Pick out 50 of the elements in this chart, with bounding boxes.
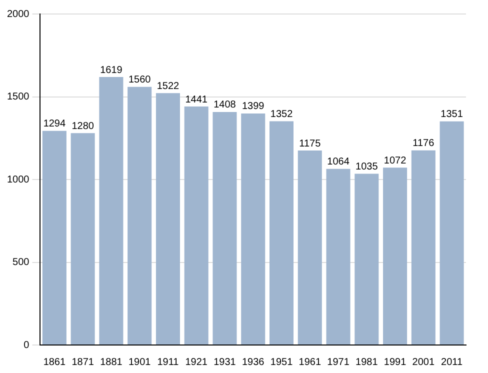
data-label: 1408 bbox=[214, 100, 236, 111]
data-label: 1352 bbox=[270, 108, 294, 120]
data-label: 1351 bbox=[440, 109, 464, 120]
bar bbox=[184, 106, 208, 344]
x-tick-label: 2001 bbox=[412, 356, 435, 368]
bar bbox=[440, 121, 464, 344]
y-tick-label: 1000 bbox=[6, 174, 30, 186]
bar bbox=[241, 113, 266, 344]
x-tick-label: 2011 bbox=[441, 356, 463, 368]
data-label: 1619 bbox=[100, 64, 123, 76]
x-tick-label: 1961 bbox=[298, 356, 322, 368]
x-tick-label: 1861 bbox=[43, 356, 66, 368]
data-label: 1441 bbox=[185, 94, 208, 106]
bar bbox=[326, 168, 350, 344]
data-label: 1280 bbox=[72, 120, 94, 132]
data-label: 1072 bbox=[384, 155, 407, 166]
y-tick-label: 1500 bbox=[6, 92, 30, 102]
bar bbox=[70, 133, 95, 344]
data-label: 1399 bbox=[242, 101, 265, 112]
y-tick-label: 0 bbox=[24, 340, 30, 351]
bar bbox=[411, 150, 436, 344]
x-tick-label: 1901 bbox=[128, 356, 152, 368]
bar bbox=[383, 168, 408, 344]
x-tick-label: 1936 bbox=[242, 356, 265, 368]
data-label: 1175 bbox=[299, 138, 322, 150]
x-tick-label: 1981 bbox=[356, 356, 378, 368]
data-label: 1176 bbox=[412, 138, 435, 150]
bar bbox=[354, 174, 379, 344]
bar bbox=[269, 121, 294, 344]
x-tick-label: 1971 bbox=[327, 356, 350, 368]
data-label: 1064 bbox=[327, 156, 350, 168]
x-tick-label: 1931 bbox=[214, 356, 236, 368]
bar bbox=[42, 130, 66, 344]
data-label: 1294 bbox=[43, 118, 66, 130]
bar bbox=[298, 150, 322, 344]
y-tick-label: 500 bbox=[12, 257, 30, 268]
x-tick-label: 1921 bbox=[185, 356, 208, 368]
x-tick-label: 1991 bbox=[384, 356, 407, 368]
data-label: 1522 bbox=[156, 80, 180, 92]
data-label: 1035 bbox=[356, 161, 378, 172]
bar bbox=[128, 86, 152, 344]
x-tick-label: 1871 bbox=[72, 356, 94, 368]
data-label: 1560 bbox=[128, 74, 152, 86]
x-tick-label: 1881 bbox=[100, 356, 123, 368]
y-tick-label: 2000 bbox=[6, 8, 30, 20]
bar bbox=[99, 77, 124, 344]
x-tick-label: 1951 bbox=[270, 356, 294, 368]
bar bbox=[212, 112, 237, 344]
bar bbox=[156, 93, 180, 344]
x-tick-label: 1911 bbox=[157, 356, 180, 368]
